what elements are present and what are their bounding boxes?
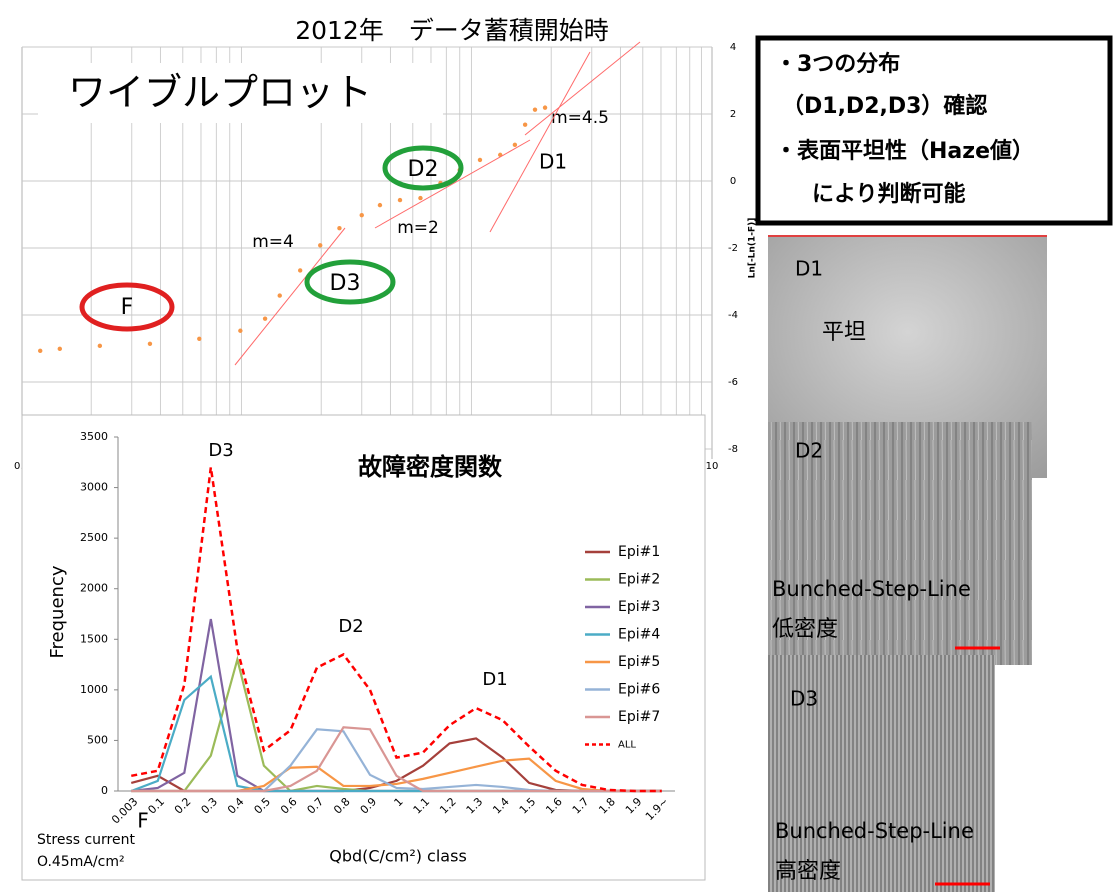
image-label: 高密度	[775, 859, 841, 884]
y-tick-label: 2000	[80, 582, 108, 595]
image-label: D1	[795, 257, 823, 281]
image-label: 低密度	[772, 617, 838, 642]
series-line	[131, 467, 662, 793]
note-box	[755, 35, 1113, 226]
point	[318, 243, 323, 248]
fit-line	[374, 139, 531, 229]
y-tick-label: 3500	[80, 430, 108, 443]
annotation: m=4.5	[551, 108, 609, 128]
y-tick-label: 2500	[80, 531, 108, 544]
point	[147, 341, 153, 347]
annotation: D2	[408, 157, 439, 182]
legend-label: Epi#1	[618, 544, 660, 560]
point	[277, 293, 282, 298]
legend-label: Epi#3	[618, 599, 660, 615]
slide-title: 2012年 データ蓄積開始時	[295, 16, 609, 45]
image-d2	[768, 422, 1032, 665]
image-label: D3	[790, 687, 818, 711]
f-ellipse	[79, 282, 175, 332]
point	[522, 122, 528, 127]
y-axis-label: Ln[-Ln(1-F)]	[748, 218, 758, 279]
point	[57, 346, 63, 352]
fit-line	[524, 41, 641, 136]
note-line: （D1,D2,D3）確認	[782, 93, 987, 119]
label-bg	[38, 63, 443, 123]
freq-panel	[21, 414, 706, 881]
y-axis-label: Frequency	[47, 565, 68, 658]
annotation: O.45mA/cm²	[37, 854, 125, 870]
point	[418, 195, 423, 201]
y-tick-label: 1000	[80, 683, 108, 696]
point	[238, 328, 243, 333]
point	[197, 336, 202, 341]
y-tick-label: 1500	[80, 632, 108, 645]
y-tick-label: -2	[728, 243, 738, 254]
legend-label: ALL	[618, 740, 636, 751]
y-tick-label: 0	[101, 784, 108, 797]
y-tick-label: 3000	[80, 481, 108, 494]
y-tick-label: -4	[728, 310, 738, 321]
point	[38, 348, 43, 354]
image-label: Bunched-Step-Line	[772, 577, 971, 601]
annotation: D3	[330, 271, 361, 296]
x-axis-label: Qbd(C/cm²) class	[329, 847, 467, 866]
point	[297, 268, 303, 273]
image-label: 平坦	[822, 320, 866, 345]
annotation: m=4	[252, 232, 294, 252]
image-label: D2	[795, 439, 823, 463]
weibull-plot: 0.010420-2-4-6-8Ln[-Ln(1-F)]ワイブルプロットFD3D…	[14, 42, 757, 472]
annotation: F	[137, 809, 149, 833]
annotation: m=2	[397, 218, 439, 238]
annotation: Stress current	[37, 832, 135, 848]
annotation: D2	[338, 616, 363, 637]
point	[532, 107, 538, 112]
note-line: ・表面平坦性（Haze値）	[775, 139, 1034, 164]
annotation: D1	[539, 150, 567, 174]
fit-line	[234, 227, 346, 366]
image-d3	[768, 655, 995, 892]
point	[377, 202, 383, 208]
y-tick-label: 2	[730, 109, 736, 120]
y-tick-label: -6	[728, 377, 738, 388]
image-label: Bunched-Step-Line	[775, 819, 974, 843]
d3-ellipse	[304, 259, 396, 305]
point	[477, 157, 483, 163]
note-line: により判断可能	[812, 181, 966, 207]
point	[359, 212, 364, 218]
point	[397, 197, 403, 203]
y-tick-label: 0	[730, 176, 736, 187]
point	[337, 226, 342, 231]
series-line	[131, 726, 662, 793]
legend-label: Epi#5	[618, 654, 660, 670]
d2-ellipse	[382, 145, 464, 191]
legend-label: Epi#7	[618, 709, 660, 725]
annotation: ワイブルプロット	[68, 71, 372, 115]
annotation: D1	[482, 669, 507, 690]
y-tick-label: 4	[730, 42, 736, 53]
circles	[79, 145, 464, 332]
y-tick-label: -8	[728, 444, 738, 455]
legend-label: Epi#2	[618, 572, 660, 588]
point	[262, 316, 268, 321]
fit-lines	[234, 41, 641, 366]
point	[97, 343, 103, 349]
chart-title: 故障密度関数	[358, 453, 503, 481]
x-tick-label: 10	[706, 461, 719, 472]
note-line: ・3つの分布	[775, 51, 900, 77]
fit-line	[489, 51, 591, 233]
annotation: D3	[208, 440, 233, 461]
point	[512, 142, 518, 148]
y-tick-label: 500	[87, 733, 108, 746]
annotation: F	[121, 295, 134, 320]
legend-label: Epi#4	[618, 627, 660, 643]
point	[542, 105, 548, 110]
legend-label: Epi#6	[618, 682, 660, 698]
